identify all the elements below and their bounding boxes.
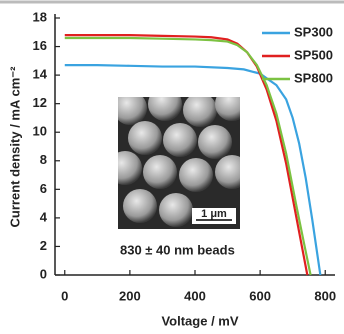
series-line	[64, 36, 312, 276]
legend-label: SP300	[294, 24, 333, 39]
y-tick-label: 0	[40, 266, 47, 281]
x-tick-label: 0	[61, 288, 68, 303]
x-tick-label: 400	[184, 288, 206, 303]
legend-label: SP500	[294, 47, 333, 62]
y-tick-label: 18	[33, 9, 47, 24]
x-tick-label: 800	[314, 288, 336, 303]
sem-inset	[118, 97, 240, 229]
annotation: 830 ± 40 nm beads	[120, 242, 235, 257]
x-tick-label: 600	[249, 288, 271, 303]
y-tick-label: 16	[33, 38, 47, 53]
legend-label: SP800	[294, 70, 333, 85]
y-tick-label: 14	[33, 67, 48, 82]
x-tick-label: 200	[119, 288, 141, 303]
scale-bar-label: 1 μm	[201, 208, 227, 220]
y-tick-label: 6	[40, 181, 47, 196]
x-axis-label: Voltage / mV	[161, 313, 238, 328]
y-tick-label: 2	[40, 238, 47, 253]
y-tick-label: 10	[33, 124, 47, 139]
y-tick-label: 4	[40, 209, 48, 224]
y-axis-label: Current density / mA cm⁻²	[7, 66, 22, 228]
y-tick-label: 8	[40, 152, 47, 167]
y-tick-label: 12	[33, 95, 47, 110]
